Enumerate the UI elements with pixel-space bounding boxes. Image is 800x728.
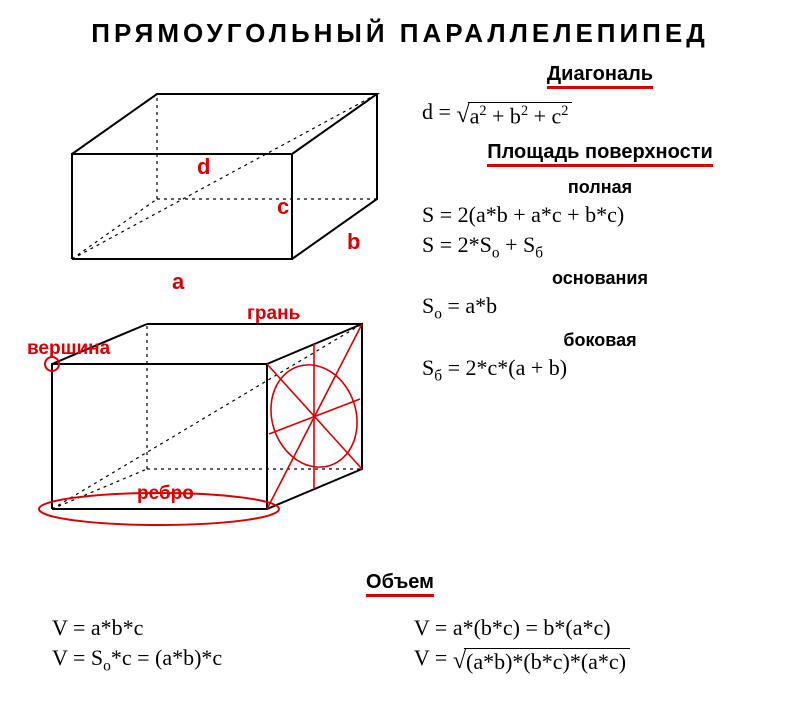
diagonal-formula: d = a2 + b2 + c2: [422, 99, 778, 127]
lateral-sub: боковая: [422, 330, 778, 351]
base-sub: основания: [422, 268, 778, 289]
content-row: d c b a: [22, 59, 778, 559]
face-marker: [258, 324, 370, 509]
surface-formula-2: S = 2*Sо + Sб: [422, 232, 778, 262]
surface-formula-1: S = 2(a*b + a*c + b*c): [422, 202, 778, 228]
page-title: ПРЯМОУГОЛЬНЫЙ ПАРАЛЛЕЛЕПИПЕД: [22, 18, 778, 49]
label-edge: ребро: [137, 483, 194, 504]
label-vertex: вершина: [27, 338, 111, 359]
surface-heading: Площадь поверхности: [487, 141, 713, 167]
surface-full-sub: полная: [422, 177, 778, 198]
volume-heading: Объем: [366, 571, 434, 597]
label-d: d: [197, 154, 210, 179]
cuboid-svg-2: вершина грань ребро: [22, 304, 402, 554]
v1: V = a*b*c: [52, 615, 386, 641]
v4-lhs: V =: [414, 645, 453, 670]
label-c: c: [277, 194, 289, 219]
sqrt-icon-2: (a*b)*(b*c)*(a*c): [453, 648, 630, 675]
v3: V = a*(b*c) = b*(a*c): [414, 615, 748, 641]
diagram-cuboid-parts: вершина грань ребро: [22, 304, 402, 559]
diagonal-heading: Диагональ: [547, 63, 653, 89]
v4: V = (a*b)*(b*c)*(a*c): [414, 645, 748, 672]
diagram-cuboid-dimensions: d c b a: [22, 59, 402, 314]
sqrt-icon: a2 + b2 + c2: [456, 102, 572, 130]
label-a: a: [172, 269, 185, 294]
label-b: b: [347, 229, 360, 254]
diag-lhs: d =: [422, 99, 456, 124]
v2: V = Sо*c = (a*b)*c: [52, 645, 386, 675]
cuboid-svg-1: d c b a: [22, 59, 402, 309]
v4-rhs: (a*b)*(b*c)*(a*c): [464, 648, 630, 675]
diagrams-column: d c b a: [22, 59, 402, 559]
label-face: грань: [247, 304, 300, 324]
formulas-column: Диагональ d = a2 + b2 + c2 Площадь повер…: [422, 59, 778, 559]
lateral-formula: Sб = 2*c*(a + b): [422, 355, 778, 385]
base-formula: Sо = a*b: [422, 293, 778, 323]
volume-section: Объем V = a*b*c V = Sо*c = (a*b)*c V = a…: [22, 567, 778, 679]
